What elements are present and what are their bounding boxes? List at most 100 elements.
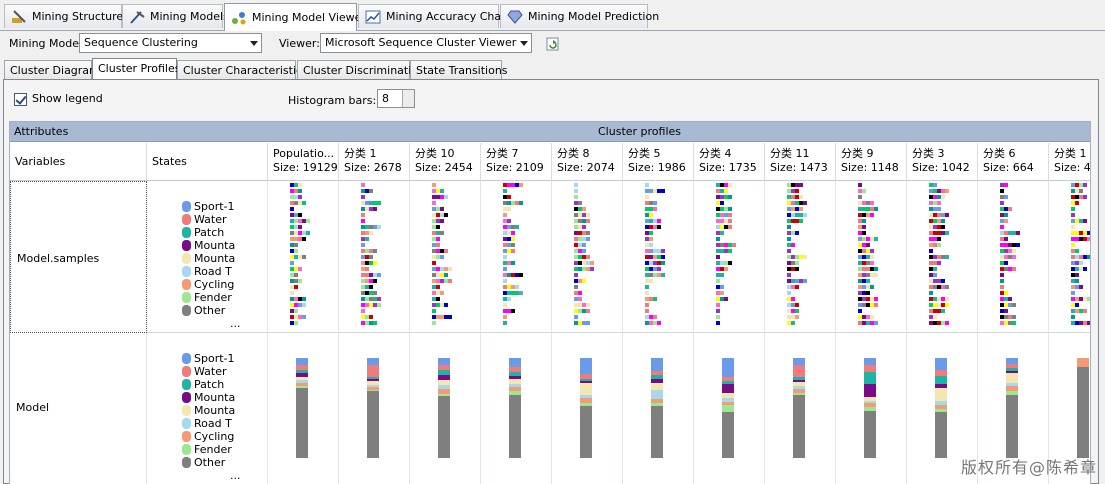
sequence-pattern — [645, 321, 661, 325]
sequence-profile-cell[interactable] — [694, 181, 765, 333]
histogram-segment — [793, 389, 805, 393]
sequence-pattern — [432, 285, 440, 289]
sequence-pattern — [645, 273, 665, 277]
refresh-button[interactable] — [545, 36, 561, 52]
sequence-pattern — [1071, 285, 1083, 289]
legend-label: Fender — [194, 443, 232, 456]
variable-cell-model[interactable]: Model — [10, 333, 147, 484]
state-histogram-bar[interactable] — [367, 358, 379, 458]
viewer-dropdown[interactable]: Microsoft Sequence Cluster Viewer — [320, 33, 532, 53]
state-histogram-bar[interactable] — [296, 358, 308, 458]
cluster-size: Size: 1986 — [628, 161, 686, 174]
histogram-bars-spinner[interactable]: 8 — [377, 89, 415, 108]
histogram-segment — [651, 379, 663, 383]
sequence-pattern — [716, 213, 732, 217]
tab-cluster-profiles[interactable]: Cluster Profiles — [92, 58, 180, 80]
sequence-pattern — [1071, 243, 1075, 247]
legend-swatch — [182, 444, 191, 455]
cluster-name: 分类 6 — [983, 147, 1016, 160]
cluster-column-header[interactable]: Populatio... Size: 19129 — [268, 143, 339, 181]
sequence-pattern — [574, 267, 594, 271]
state-histogram-bar[interactable] — [935, 358, 947, 458]
mining-model-dropdown[interactable]: Sequence Clustering — [79, 33, 262, 53]
spin-up-button[interactable] — [402, 90, 414, 99]
sequence-pattern — [290, 267, 302, 271]
tab-mining-accuracy-chart[interactable]: Mining Accuracy Chart — [358, 4, 510, 28]
legend-label: Cycling — [194, 430, 235, 443]
variables-column-header[interactable]: Variables — [10, 143, 147, 181]
sequence-profile-cell[interactable] — [481, 181, 552, 333]
states-column-header[interactable]: States — [147, 143, 268, 181]
sequence-pattern — [574, 297, 582, 301]
legend-item: Fender — [182, 291, 241, 304]
show-legend-checkbox[interactable] — [14, 93, 27, 106]
sequence-pattern — [432, 279, 452, 283]
histogram-segment — [935, 358, 947, 370]
sequence-pattern — [716, 303, 720, 307]
sequence-pattern — [716, 219, 732, 223]
sequence-pattern — [503, 189, 507, 193]
tab-cluster-characteristics[interactable]: Cluster Characteristics — [177, 60, 308, 79]
variable-cell-model-samples[interactable]: Model.samples — [10, 181, 147, 333]
sequence-pattern — [645, 291, 649, 295]
cluster-column-header[interactable]: 分类 11 Size: 1473 — [765, 143, 836, 181]
sequence-pattern — [503, 315, 507, 319]
legend-label: Other — [194, 304, 226, 317]
histogram-bars-value: 8 — [382, 92, 389, 105]
sequence-profile-cell[interactable] — [339, 181, 410, 333]
tab-cluster-diagram[interactable]: Cluster Diagram — [4, 60, 100, 79]
cluster-column-header[interactable]: 分类 1 Size: 2678 — [339, 143, 410, 181]
state-histogram-bar[interactable] — [438, 358, 450, 458]
state-histogram-bar[interactable] — [580, 358, 592, 458]
legend-swatch — [182, 418, 191, 429]
legend-swatch — [182, 227, 191, 238]
legend-item: Other — [182, 304, 241, 317]
tab-mining-structure[interactable]: Mining Structure — [4, 4, 123, 28]
sequence-pattern — [858, 273, 878, 277]
sequence-pattern — [1071, 279, 1079, 283]
sequence-profile-cell[interactable] — [552, 181, 623, 333]
sequence-pattern — [432, 237, 440, 241]
chevron-down-icon — [250, 41, 258, 46]
tab-state-transitions[interactable]: State Transitions — [410, 60, 508, 79]
cluster-column-header[interactable]: 分类 1 Size: 4 — [1049, 143, 1090, 181]
state-histogram-bar[interactable] — [651, 358, 663, 458]
cluster-column-header[interactable]: 分类 4 Size: 1735 — [694, 143, 765, 181]
legend-item: Cycling — [182, 278, 241, 291]
cluster-column-header[interactable]: 分类 3 Size: 1042 — [907, 143, 978, 181]
state-histogram-bar[interactable] — [722, 358, 734, 458]
spin-down-button[interactable] — [402, 98, 414, 107]
sequence-pattern — [645, 201, 657, 205]
cluster-column-header[interactable]: 分类 9 Size: 1148 — [836, 143, 907, 181]
cluster-column-header[interactable]: 分类 5 Size: 1986 — [623, 143, 694, 181]
legend-swatch — [182, 353, 191, 364]
cluster-column-header[interactable]: 分类 7 Size: 2109 — [481, 143, 552, 181]
histogram-segment — [935, 370, 947, 376]
tab-mining-models[interactable]: Mining Models — [122, 4, 229, 28]
sequence-pattern — [503, 321, 507, 325]
state-histogram-bar[interactable] — [793, 358, 805, 458]
tab-mining-model-viewer[interactable]: Mining Model Viewer — [224, 3, 366, 31]
histogram-segment — [864, 411, 876, 458]
legend-swatch — [182, 457, 191, 468]
state-histogram-bar[interactable] — [1006, 358, 1018, 458]
cluster-column-header[interactable]: 分类 6 Size: 664 — [978, 143, 1049, 181]
legend-swatch — [182, 253, 191, 264]
sequence-pattern — [503, 261, 515, 265]
histogram-segment — [651, 383, 663, 390]
sequence-pattern — [503, 267, 507, 271]
sequence-pattern — [929, 237, 941, 241]
state-histogram-bar[interactable] — [509, 358, 521, 458]
sequence-profile-cell[interactable] — [410, 181, 481, 333]
tab-cluster-discrimination[interactable]: Cluster Discrimination — [297, 60, 425, 79]
cluster-column-header[interactable]: 分类 8 Size: 2074 — [552, 143, 623, 181]
legend-item: Mounta — [182, 404, 241, 417]
sequence-pattern — [645, 189, 665, 193]
sequence-pattern — [1071, 255, 1090, 259]
cluster-column-header[interactable]: 分类 10 Size: 2454 — [410, 143, 481, 181]
sequence-pattern — [1071, 267, 1087, 271]
state-histogram-bar[interactable] — [864, 358, 876, 458]
state-histogram-bar[interactable] — [1077, 358, 1089, 458]
sequence-pattern — [929, 201, 941, 205]
tab-mining-model-prediction[interactable]: Mining Model Prediction — [500, 4, 659, 28]
